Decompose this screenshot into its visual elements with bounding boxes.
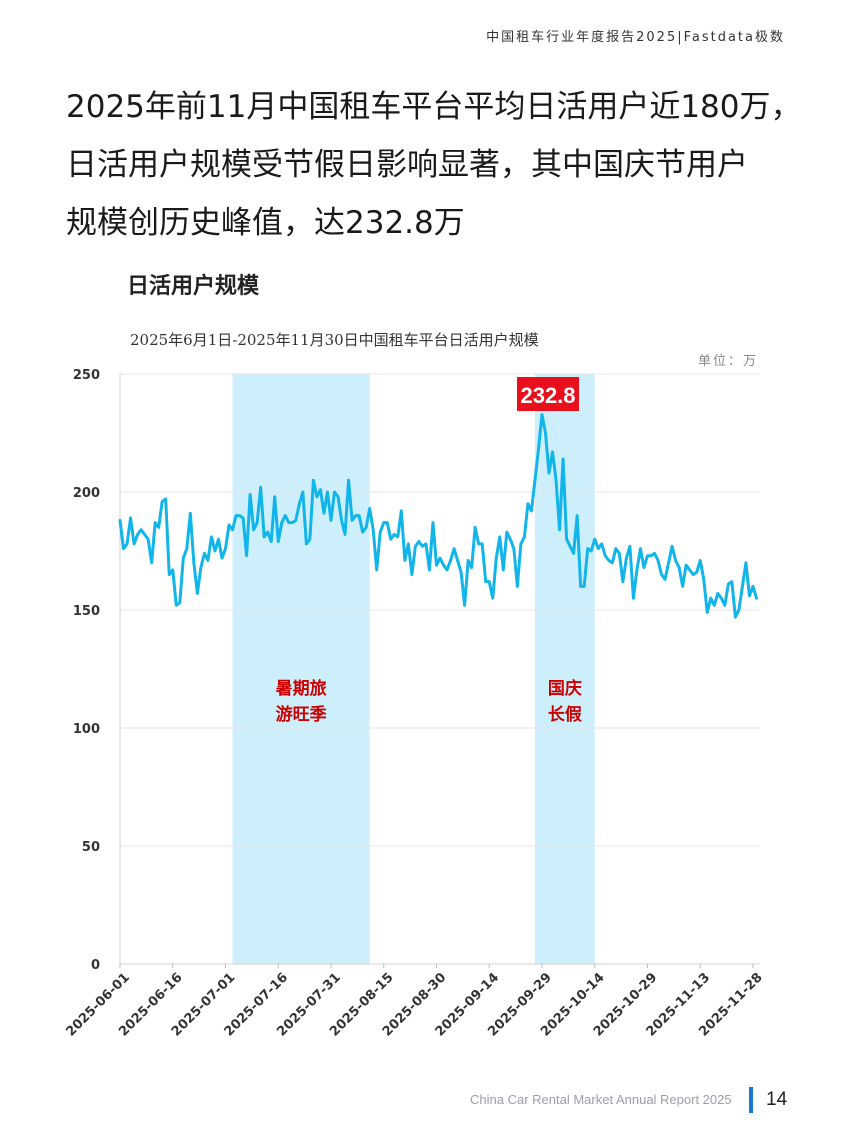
headline-line-3: 规模创历史峰值，达232.8万 [66, 205, 465, 241]
y-tick-label: 150 [73, 604, 100, 619]
highlight-band-2 [534, 374, 595, 964]
page-headline: 2025年前11月中国租车平台平均日活用户近180万， 日活用户规模受节假日影响… [66, 78, 806, 252]
highlight-annotation-1: 暑期旅 [276, 678, 327, 699]
y-tick-label: 0 [91, 958, 100, 973]
y-tick-label: 200 [73, 486, 100, 501]
chart-subtitle: 2025年6月1日-2025年11月30日中国租车平台日活用户规模 [130, 331, 539, 349]
highlight-annotation-2: 国庆 [548, 678, 582, 699]
y-tick-label: 50 [82, 840, 100, 855]
footer-accent-bar [749, 1087, 753, 1113]
highlight-band-1 [232, 374, 370, 964]
daily-active-users-chart: 0501001502002502025-06-012025-06-162025-… [63, 368, 765, 1040]
headline-line-2: 日活用户规模受节假日影响显著，其中国庆节用户 [66, 147, 748, 183]
peak-label: 232.8 [520, 383, 575, 408]
unit-label: 单位：万 [697, 354, 758, 369]
page-number: 14 [766, 1089, 788, 1110]
series-line-daily-active-users [118, 413, 758, 619]
y-tick-label: 100 [73, 722, 100, 737]
highlight-annotation-1: 游旺季 [276, 704, 327, 725]
footer-text: China Car Rental Market Annual Report 20… [470, 1092, 732, 1107]
section-title: 日活用户规模 [127, 274, 260, 299]
peak-label-box [517, 377, 580, 411]
headline-line-1: 2025年前11月中国租车平台平均日活用户近180万， [66, 89, 802, 125]
y-tick-label: 250 [73, 368, 100, 383]
highlight-annotation-2: 长假 [548, 704, 582, 725]
report-header: 中国租车行业年度报告2025|Fastdata极数 [486, 30, 785, 45]
